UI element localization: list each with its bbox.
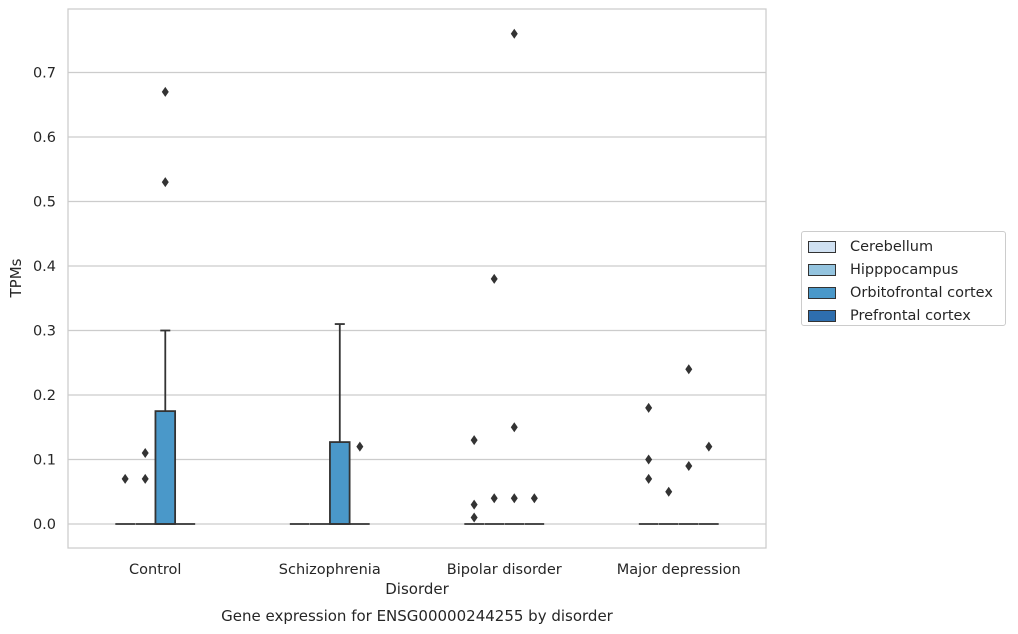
y-axis-label: TPMs bbox=[7, 258, 25, 298]
y-tick-label: 0.5 bbox=[33, 195, 56, 211]
x-tick-label: Bipolar disorder bbox=[447, 562, 562, 578]
legend-item-orbitofrontal-cortex: Orbitofrontal cortex bbox=[808, 282, 1005, 305]
outlier-point bbox=[510, 422, 518, 433]
chart-title: Gene expression for ENSG00000244255 by d… bbox=[221, 607, 614, 625]
legend-label: Prefrontal cortex bbox=[850, 307, 971, 324]
y-tick-label: 0.0 bbox=[33, 517, 56, 533]
outlier-point bbox=[470, 512, 478, 523]
box-body bbox=[154, 410, 177, 525]
box-0-2 bbox=[154, 86, 177, 525]
x-tick-labels: Control Schizophrenia Bipolar disorder Majo… bbox=[129, 562, 741, 578]
outlier-point bbox=[470, 435, 478, 446]
box-3-3 bbox=[699, 441, 719, 525]
box-3-2 bbox=[678, 364, 699, 525]
box-2-0 bbox=[464, 435, 484, 525]
outlier-point bbox=[685, 460, 693, 471]
box-1-3 bbox=[350, 441, 370, 525]
legend-swatch bbox=[808, 241, 836, 254]
box-2-3 bbox=[524, 493, 545, 525]
outlier-point bbox=[685, 364, 693, 375]
plot-frame bbox=[67, 8, 767, 549]
legend-swatch bbox=[808, 286, 836, 299]
outlier-point bbox=[356, 441, 364, 452]
y-tick-label: 0.1 bbox=[33, 453, 56, 469]
legend: Cerebellum Hipppocampus Orbitofrontal co… bbox=[801, 231, 1006, 326]
legend-swatch bbox=[808, 309, 836, 322]
box-3-1 bbox=[658, 486, 679, 525]
y-tick-label: 0.3 bbox=[33, 324, 56, 340]
outlier-point bbox=[530, 493, 538, 504]
box-2-2 bbox=[504, 28, 525, 525]
box-0-0 bbox=[115, 473, 135, 525]
legend-item-prefrontal-cortex: Prefrontal cortex bbox=[808, 304, 1005, 327]
outlier-point bbox=[665, 486, 673, 497]
outlier-point bbox=[141, 448, 149, 459]
outlier-point bbox=[645, 473, 653, 484]
outlier-point bbox=[161, 86, 169, 97]
outlier-point bbox=[141, 473, 149, 484]
legend-item-cerebellum: Cerebellum bbox=[808, 236, 1005, 259]
box-3-0 bbox=[638, 402, 659, 525]
legend-label: Orbitofrontal cortex bbox=[850, 284, 993, 301]
outlier-point bbox=[645, 402, 653, 413]
outlier-point bbox=[121, 473, 129, 484]
legend-label: Cerebellum bbox=[850, 239, 934, 256]
box-2-1 bbox=[484, 273, 505, 525]
outlier-point bbox=[645, 454, 653, 465]
outlier-point bbox=[510, 493, 518, 504]
outlier-point bbox=[510, 28, 518, 39]
legend-swatch bbox=[808, 264, 836, 277]
outlier-point bbox=[470, 499, 478, 510]
outlier-point bbox=[490, 493, 498, 504]
x-axis-label: Disorder bbox=[385, 580, 449, 598]
outlier-point bbox=[161, 177, 169, 188]
y-tick-label: 0.7 bbox=[33, 66, 56, 82]
boxes-layer bbox=[115, 28, 719, 525]
legend-item-hippocampus: Hipppocampus bbox=[808, 259, 1005, 282]
y-tick-label: 0.2 bbox=[33, 388, 56, 404]
x-tick-label: Control bbox=[129, 562, 181, 578]
box-1-2 bbox=[329, 323, 351, 525]
y-tick-labels: 0.0 0.1 0.2 0.3 0.4 0.5 0.6 0.7 bbox=[33, 66, 56, 534]
box-0-1 bbox=[135, 448, 156, 525]
outlier-point bbox=[490, 273, 498, 284]
y-tick-label: 0.6 bbox=[33, 130, 56, 146]
box-body bbox=[329, 441, 351, 525]
x-tick-label: Schizophrenia bbox=[279, 562, 381, 578]
grid-layer bbox=[68, 71, 766, 525]
y-tick-label: 0.4 bbox=[33, 259, 56, 275]
legend-label: Hipppocampus bbox=[850, 262, 959, 279]
x-tick-label: Major depression bbox=[617, 562, 741, 578]
outlier-point bbox=[705, 441, 713, 452]
